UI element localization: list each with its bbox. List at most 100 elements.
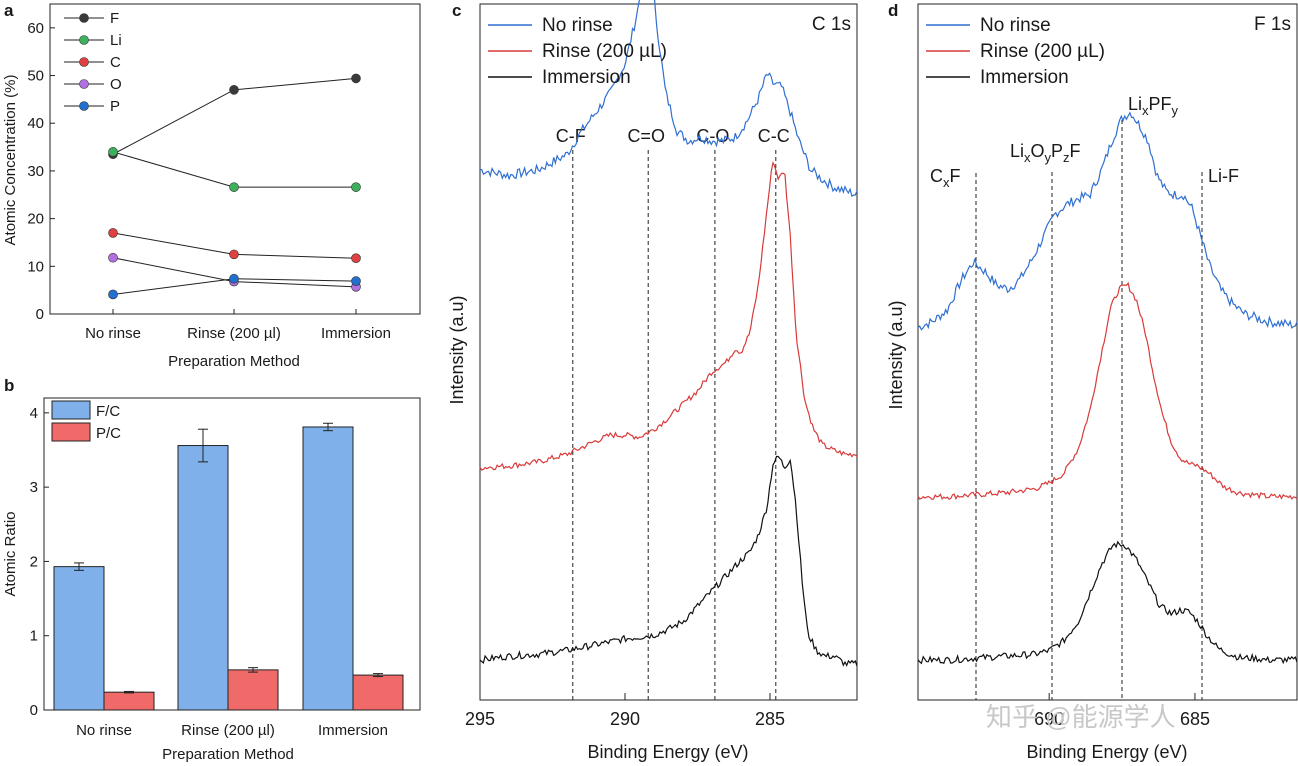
x-tick-label: 690: [1034, 709, 1064, 729]
legend-label: F: [110, 10, 119, 27]
panel-b-x-ticks: No rinse Rinse (200 µl) Immersion: [76, 705, 388, 739]
panel-a-series: [108, 73, 361, 300]
panel-b-x-title: Preparation Method: [162, 746, 294, 763]
panel-c-chart: 295 290 285 C-F C=O C-O C-C No rinse Rinse (20…: [447, 0, 858, 762]
panel-b-bars: [53, 422, 404, 711]
y-tick-label: 0: [36, 306, 44, 323]
panel-letter-b: b: [4, 376, 14, 395]
y-tick-label: 2: [30, 553, 38, 570]
peak-label-lixoypzf: LixOyPzF: [1010, 141, 1081, 165]
x-tick-label: 290: [610, 709, 640, 729]
legend-marker: [79, 79, 89, 89]
bar-p-c: [227, 669, 279, 711]
x-tick-label: 285: [755, 709, 785, 729]
legend-label: No rinse: [542, 15, 613, 36]
panel-d-series: [917, 111, 1298, 665]
y-tick-label: 40: [27, 115, 44, 132]
legend-marker: [79, 57, 89, 67]
x-tick-label: Rinse (200 µl): [187, 325, 281, 342]
panel-b-y-ticks: 0 1 2 3 4: [30, 405, 49, 719]
panel-d-y-title: Intensity (a.u): [886, 300, 906, 409]
y-tick-label: 1: [30, 628, 38, 645]
peak-label: C=O: [627, 126, 665, 146]
watermark: 知乎 @能源学人: [986, 702, 1176, 732]
panel-a-x-ticks: No rinse Rinse (200 µl) Immersion: [85, 309, 391, 342]
data-point-f: [229, 85, 239, 95]
data-point-li: [351, 182, 361, 192]
y-tick-label: 4: [30, 405, 38, 422]
data-point-c: [108, 228, 118, 238]
x-tick-label: No rinse: [85, 325, 141, 342]
panel-a-frame: [49, 3, 421, 315]
panel-letter-c: c: [452, 1, 461, 20]
panel-c-title: C 1s: [812, 14, 851, 35]
data-point-c: [229, 249, 239, 260]
panel-b-legend: F/C P/C: [51, 400, 121, 442]
legend-label: P/C: [96, 425, 121, 442]
legend-label: P: [110, 98, 120, 115]
x-tick-label: 685: [1180, 709, 1210, 729]
legend-label: No rinse: [980, 15, 1051, 36]
spectrum-no-rinse: [917, 111, 1298, 331]
legend-label: Immersion: [542, 67, 631, 88]
spectrum-rinse-200-l-: [917, 281, 1298, 501]
peak-label-lif: Li-F: [1208, 166, 1239, 186]
data-point-o: [108, 252, 118, 263]
bar-f-c: [177, 445, 229, 711]
y-tick-label: 3: [30, 479, 38, 496]
panel-c-frame: [479, 3, 858, 701]
panel-a-y-ticks: 0 10 20 30 40 50 60: [27, 20, 55, 323]
legend-label: Li: [110, 32, 122, 49]
spectrum-no-rinse: [479, 0, 858, 198]
panel-d-chart: 690 685 CxF LixOyPzF LixPFy Li-F No rinse Rin…: [886, 3, 1298, 762]
bar-f-c: [53, 566, 105, 711]
legend-marker: [79, 35, 89, 45]
x-tick-label: Immersion: [318, 722, 388, 739]
spectrum-rinse-200-l-: [479, 160, 858, 471]
bar-p-c: [352, 674, 404, 711]
panel-d-x-ticks: 690 685: [1034, 693, 1210, 729]
legend-marker: [79, 13, 89, 23]
bar-f-c: [302, 426, 354, 711]
panel-d-frame: [917, 3, 1298, 701]
panel-b-chart: 0 1 2 3 4 No rinse Rinse (200 µl) Immersion F/…: [2, 397, 421, 763]
y-tick-label: 0: [30, 702, 38, 719]
panel-a-legend: F Li COP: [64, 10, 122, 115]
data-point-f: [351, 73, 361, 84]
panel-d-peak-lines: CxF LixOyPzF LixPFy Li-F: [930, 94, 1239, 700]
panel-a-x-title: Preparation Method: [168, 353, 300, 370]
panel-c-y-title: Intensity (a.u): [447, 295, 467, 404]
x-tick-label: Immersion: [321, 325, 391, 342]
spectrum-immersion: [917, 540, 1298, 665]
y-tick-label: 30: [27, 163, 44, 180]
panel-a-y-title: Atomic Concentration (%): [2, 75, 19, 246]
x-tick-label: No rinse: [76, 722, 132, 739]
data-point-p: [229, 273, 239, 284]
panel-c-peak-lines: C-F C=O C-O C-C: [556, 126, 790, 700]
bar-p-c: [103, 691, 155, 711]
panel-d-title: F 1s: [1254, 14, 1291, 35]
y-tick-label: 50: [27, 68, 44, 85]
panel-a-chart: 0 10 20 30 40 50 60 No rinse Rinse (200 µl) Imme…: [2, 3, 421, 370]
legend-label: Immersion: [980, 67, 1069, 88]
legend-label: Rinse (200 µL): [980, 41, 1105, 62]
peak-label: C-F: [556, 126, 586, 146]
y-tick-label: 10: [27, 258, 44, 275]
panel-letter-a: a: [4, 1, 14, 20]
x-tick-label: Rinse (200 µl): [181, 722, 275, 739]
panel-d-x-title: Binding Energy (eV): [1026, 742, 1187, 762]
y-tick-label: 20: [27, 211, 44, 228]
data-point-p: [351, 276, 361, 286]
panel-c-series: [479, 0, 858, 667]
series-line-li: [112, 151, 356, 188]
y-tick-label: 60: [27, 20, 44, 37]
peak-label-lixpfy: LixPFy: [1128, 94, 1179, 118]
legend-swatch: [51, 422, 91, 442]
legend-label: F/C: [96, 403, 120, 420]
legend-label: C: [110, 54, 121, 71]
x-tick-label: 295: [465, 709, 495, 729]
spectrum-immersion: [479, 455, 858, 667]
legend-marker: [79, 101, 89, 111]
legend-label: O: [110, 76, 122, 93]
